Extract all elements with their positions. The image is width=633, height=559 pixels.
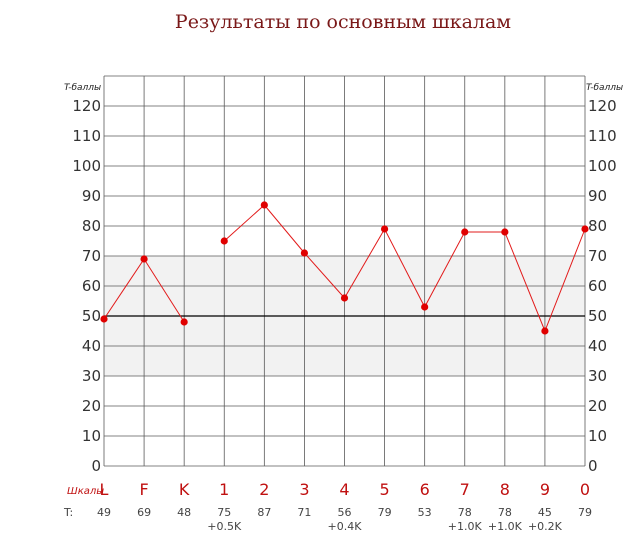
y-tick-label-left-40: 40 [82, 337, 101, 355]
y-tick-label-right-30: 30 [588, 367, 607, 385]
t-value-1: 75 [217, 506, 231, 519]
y-tick-label-right-80: 80 [588, 217, 607, 235]
t-value-L: 49 [97, 506, 111, 519]
y-tick-label-left-90: 90 [82, 187, 101, 205]
y-tick-label-right-110: 110 [588, 127, 617, 145]
scale-label-K: K [179, 480, 190, 499]
data-point-L [100, 315, 108, 323]
k-correction-9: +0.2K [528, 520, 563, 533]
y-axis-unit-right: T-баллы [586, 83, 623, 93]
y-tick-label-right-0: 0 [588, 457, 598, 475]
scale-label-4: 4 [339, 480, 349, 499]
chart-title: Результаты по основным шкалам [175, 11, 511, 33]
scale-label-5: 5 [379, 480, 389, 499]
y-tick-label-right-90: 90 [588, 187, 607, 205]
y-tick-label-left-0: 0 [91, 457, 101, 475]
t-value-9: 45 [538, 506, 552, 519]
scale-label-7: 7 [460, 480, 470, 499]
scale-label-9: 9 [540, 480, 550, 499]
y-tick-label-right-50: 50 [588, 307, 607, 325]
data-point-2 [260, 201, 268, 209]
scale-label-F: F [139, 480, 148, 499]
t-value-6: 53 [418, 506, 432, 519]
t-value-4: 56 [338, 506, 352, 519]
k-correction-7: +1.0K [448, 520, 483, 533]
y-tick-label-left-80: 80 [82, 217, 101, 235]
scales-row-label: Шкалы [67, 486, 104, 497]
y-tick-label-left-60: 60 [82, 277, 101, 295]
k-correction-1: +0.5K [207, 520, 242, 533]
data-point-0 [581, 225, 589, 233]
y-tick-label-right-100: 100 [588, 157, 617, 175]
scale-label-0: 0 [580, 480, 590, 499]
data-point-3 [300, 249, 309, 257]
data-point-9 [541, 327, 549, 335]
y-tick-label-right-10: 10 [588, 427, 607, 445]
k-correction-8: +1.0K [488, 520, 523, 533]
scale-label-3: 3 [299, 480, 309, 499]
t-value-2: 87 [257, 506, 271, 519]
t-row-label: T: [63, 506, 73, 519]
t-value-7: 78 [458, 506, 472, 519]
series-line-segment-2 [223, 204, 586, 333]
data-point-K [180, 318, 188, 326]
scale-label-L: L [100, 480, 109, 499]
t-value-0: 79 [578, 506, 592, 519]
y-tick-label-right-40: 40 [588, 337, 607, 355]
y-tick-label-right-20: 20 [588, 397, 607, 415]
y-tick-label-left-30: 30 [82, 367, 101, 385]
y-tick-label-left-70: 70 [82, 247, 101, 265]
k-correction-4: +0.4K [328, 520, 363, 533]
data-point-6 [421, 303, 429, 311]
scale-label-6: 6 [420, 480, 430, 499]
y-tick-label-left-50: 50 [82, 307, 101, 325]
data-point-5 [380, 225, 389, 233]
y-tick-label-left-100: 100 [72, 157, 101, 175]
data-point-8 [501, 228, 509, 236]
data-point-F [140, 255, 148, 263]
t-value-8: 78 [498, 506, 512, 519]
y-axis-unit-left: T-баллы [64, 83, 101, 93]
scale-label-8: 8 [500, 480, 510, 499]
t-value-F: 69 [137, 506, 151, 519]
scale-label-1: 1 [219, 480, 229, 499]
data-point-1 [220, 237, 228, 245]
y-tick-label-left-110: 110 [72, 127, 101, 145]
y-tick-label-right-70: 70 [588, 247, 607, 265]
y-tick-label-left-120: 120 [72, 97, 101, 115]
t-value-K: 48 [177, 506, 191, 519]
y-tick-label-left-10: 10 [82, 427, 101, 445]
data-point-7 [461, 228, 469, 236]
y-tick-label-left-20: 20 [82, 397, 101, 415]
scale-label-2: 2 [259, 480, 269, 499]
y-tick-label-right-120: 120 [588, 97, 617, 115]
y-tick-label-right-60: 60 [588, 277, 607, 295]
data-point-4 [340, 294, 349, 302]
t-value-3: 71 [297, 506, 311, 519]
t-value-5: 79 [378, 506, 392, 519]
